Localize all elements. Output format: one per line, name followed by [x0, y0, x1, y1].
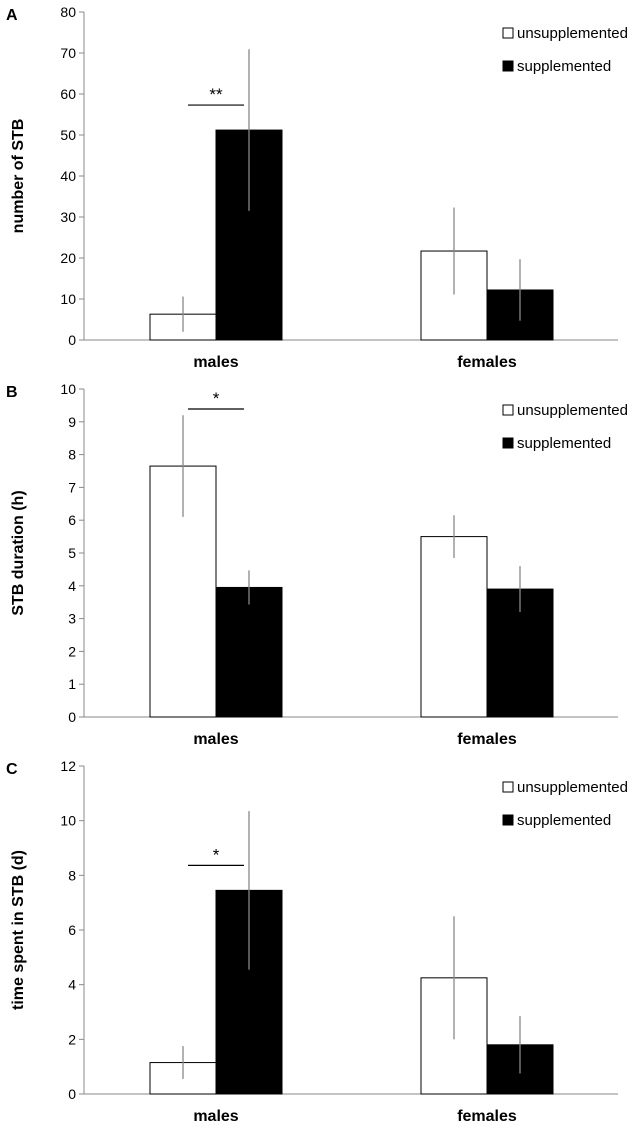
y-tick-label: 2 [68, 1031, 76, 1047]
y-tick-label: 10 [60, 813, 76, 829]
y-tick-label: 0 [68, 709, 76, 725]
legend-swatch-unsupplemented [502, 27, 514, 39]
y-tick-label: 40 [60, 168, 76, 184]
panel-label: B [6, 384, 18, 401]
significance-marker: * [213, 845, 220, 864]
legend-label-unsupplemented: unsupplemented [517, 402, 628, 419]
bar-unsupplemented-females [420, 536, 488, 718]
significance-marker: ** [209, 85, 223, 104]
panel-label: A [6, 7, 18, 24]
legend-swatch-supplemented [502, 814, 514, 826]
y-tick-label: 5 [68, 545, 76, 561]
y-tick-label: 3 [68, 611, 76, 627]
y-tick-label: 60 [60, 86, 76, 102]
x-category-label: males [193, 1108, 238, 1125]
legend-label-unsupplemented: unsupplemented [517, 25, 628, 42]
y-tick-label: 4 [68, 578, 76, 594]
x-category-label: females [457, 354, 517, 371]
panel-label: C [6, 761, 18, 778]
y-tick-label: 6 [68, 922, 76, 938]
y-tick-label: 8 [68, 867, 76, 883]
legend-label-supplemented: supplemented [517, 435, 611, 452]
y-tick-label: 1 [68, 676, 76, 692]
y-tick-label: 8 [68, 447, 76, 463]
y-tick-label: 0 [68, 1086, 76, 1102]
y-axis-label: number of STB [10, 119, 27, 234]
y-tick-label: 9 [68, 414, 76, 430]
y-tick-label: 50 [60, 127, 76, 143]
legend-swatch-unsupplemented [502, 781, 514, 793]
legend-label-supplemented: supplemented [517, 58, 611, 75]
legend-swatch-supplemented [502, 437, 514, 449]
chart-panel-b: B STB duration (h) 0 1 2 3 4 5 6 7 8 9 10 males female… [0, 377, 638, 754]
y-tick-label: 12 [60, 758, 76, 774]
y-tick-label: 2 [68, 643, 76, 659]
bar-chart-b: B STB duration (h) 0 1 2 3 4 5 6 7 8 9 10 males female… [6, 381, 628, 748]
x-category-label: females [457, 731, 517, 748]
y-tick-label: 30 [60, 209, 76, 225]
legend-swatch-supplemented [502, 60, 514, 72]
y-tick-label: 7 [68, 479, 76, 495]
y-tick-label: 70 [60, 45, 76, 61]
y-tick-label: 0 [68, 332, 76, 348]
y-tick-label: 80 [60, 4, 76, 20]
y-tick-label: 20 [60, 250, 76, 266]
x-category-label: males [193, 354, 238, 371]
y-axis-label: time spent in STB (d) [10, 850, 27, 1010]
y-tick-label: 4 [68, 977, 76, 993]
bar-supplemented-males [215, 586, 283, 718]
legend-swatch-unsupplemented [502, 404, 514, 416]
legend-label-unsupplemented: unsupplemented [517, 779, 628, 796]
x-category-label: females [457, 1108, 517, 1125]
x-category-label: males [193, 731, 238, 748]
significance-marker: * [213, 389, 220, 408]
y-tick-label: 10 [60, 291, 76, 307]
legend-label-supplemented: supplemented [517, 812, 611, 829]
y-tick-label: 6 [68, 512, 76, 528]
y-tick-label: 10 [60, 381, 76, 397]
y-axis-label: STB duration (h) [10, 490, 27, 615]
